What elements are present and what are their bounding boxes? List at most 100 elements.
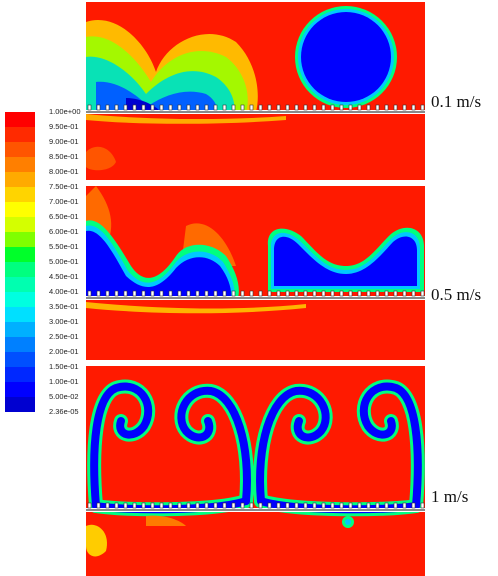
colorbar-swatch — [5, 157, 35, 172]
colorbar-tick-label: 8.00e-01 — [49, 167, 79, 176]
colorbar-tick-label: 1.00e-01 — [49, 377, 79, 386]
wall-tooth — [249, 290, 254, 297]
colorbar-tick-label: 5.50e-01 — [49, 242, 79, 251]
wall-tooth — [105, 104, 110, 111]
wall-tooth — [393, 502, 398, 509]
wall-tooth — [231, 502, 236, 509]
colorbar-tick-label: 9.50e-01 — [49, 122, 79, 131]
wall-tooth — [249, 502, 254, 509]
wall-tooth — [96, 104, 101, 111]
wall-tooth — [366, 104, 371, 111]
wall-tooth — [204, 502, 209, 509]
contour-plot-0-5 — [86, 186, 425, 360]
wall-tooth — [357, 104, 362, 111]
wall-tooth — [195, 104, 200, 111]
speed-label-1: 1 m/s — [431, 487, 469, 506]
wall-tooth — [186, 104, 191, 111]
wall-tooth — [321, 104, 326, 111]
colorbar-tick-label: 2.36e-05 — [49, 407, 79, 416]
wall-tooth — [267, 502, 272, 509]
wall-tooth — [96, 502, 101, 509]
colorbar-swatch — [5, 172, 35, 187]
wall-tooth — [303, 104, 308, 111]
colorbar-tick-label: 4.00e-01 — [49, 287, 79, 296]
wall-tooth — [285, 104, 290, 111]
wall-tooth — [303, 290, 308, 297]
wall-tooth — [267, 290, 272, 297]
wall-tooth — [177, 104, 182, 111]
wall-tooth — [420, 502, 425, 509]
wall-tooth — [402, 104, 407, 111]
wall-tooth — [123, 502, 128, 509]
wall-tooth — [222, 502, 227, 509]
wall-tooth — [357, 290, 362, 297]
wall-tooth — [285, 502, 290, 509]
wall-tooth — [339, 104, 344, 111]
wall-tooth — [123, 290, 128, 297]
colorbar-tick-label: 5.00e-01 — [49, 257, 79, 266]
wall-tooth — [123, 104, 128, 111]
colorbar-swatch — [5, 112, 35, 127]
wall-tooth — [294, 290, 299, 297]
wall-tooth — [150, 104, 155, 111]
colorbar-swatch — [5, 337, 35, 352]
wall-tooth — [177, 290, 182, 297]
wall-tooth — [357, 502, 362, 509]
colorbar-swatch — [5, 127, 35, 142]
wall-tooth — [339, 290, 344, 297]
wall-tooth — [213, 290, 218, 297]
wall-tooth — [150, 502, 155, 509]
wall-tooth — [204, 290, 209, 297]
wall-tooth — [141, 290, 146, 297]
wall-tooth — [330, 104, 335, 111]
wall-tooth — [204, 104, 209, 111]
wall-tooth — [294, 104, 299, 111]
colorbar-swatch — [5, 217, 35, 232]
wall-tooth — [348, 502, 353, 509]
colorbar-tick-label: 1.50e-01 — [49, 362, 79, 371]
wall-tooth — [159, 502, 164, 509]
wall-tooth — [348, 290, 353, 297]
colorbar-tick-label: 9.00e-01 — [49, 137, 79, 146]
wall-tooth — [375, 290, 380, 297]
colorbar-swatch — [5, 142, 35, 157]
wall-tooth — [168, 290, 173, 297]
wall-tooth — [339, 502, 344, 509]
wall-tooth — [141, 104, 146, 111]
wall-tooth — [258, 502, 263, 509]
contour-panel-0-1 — [86, 2, 425, 180]
colorbar-tick-label: 3.50e-01 — [49, 302, 79, 311]
wall-tooth — [150, 290, 155, 297]
wall-tooth — [213, 104, 218, 111]
wall-tooth — [195, 290, 200, 297]
wall-tooth — [312, 104, 317, 111]
colorbar-swatch — [5, 322, 35, 337]
wall-tooth — [132, 104, 137, 111]
wall-tooth — [159, 104, 164, 111]
wall-tooth — [96, 290, 101, 297]
colorbar-tick-label: 3.00e-01 — [49, 317, 79, 326]
wall-tooth — [303, 502, 308, 509]
wall-tooth — [132, 502, 137, 509]
colorbar-swatch — [5, 307, 35, 322]
colorbar-swatch — [5, 277, 35, 292]
wall-tooth — [186, 502, 191, 509]
colorbar-tick-label: 8.50e-01 — [49, 152, 79, 161]
wall-tooth — [240, 502, 245, 509]
wall-tooth — [384, 502, 389, 509]
wall-tooth — [168, 502, 173, 509]
colorbar-tick-label: 7.00e-01 — [49, 197, 79, 206]
contour-panel-1 — [86, 366, 425, 576]
colorbar-tick-label: 6.00e-01 — [49, 227, 79, 236]
wall-tooth — [177, 502, 182, 509]
wall-tooth — [105, 290, 110, 297]
wall-tooth — [231, 104, 236, 111]
wall-tooth — [249, 104, 254, 111]
colorbar-tick-label: 2.50e-01 — [49, 332, 79, 341]
wall-tooth — [393, 104, 398, 111]
wall-tooth — [105, 502, 110, 509]
colorbar-swatch — [5, 232, 35, 247]
wall-tooth — [87, 502, 92, 509]
speed-label-0-1: 0.1 m/s — [431, 92, 482, 111]
wall-tooth — [231, 290, 236, 297]
